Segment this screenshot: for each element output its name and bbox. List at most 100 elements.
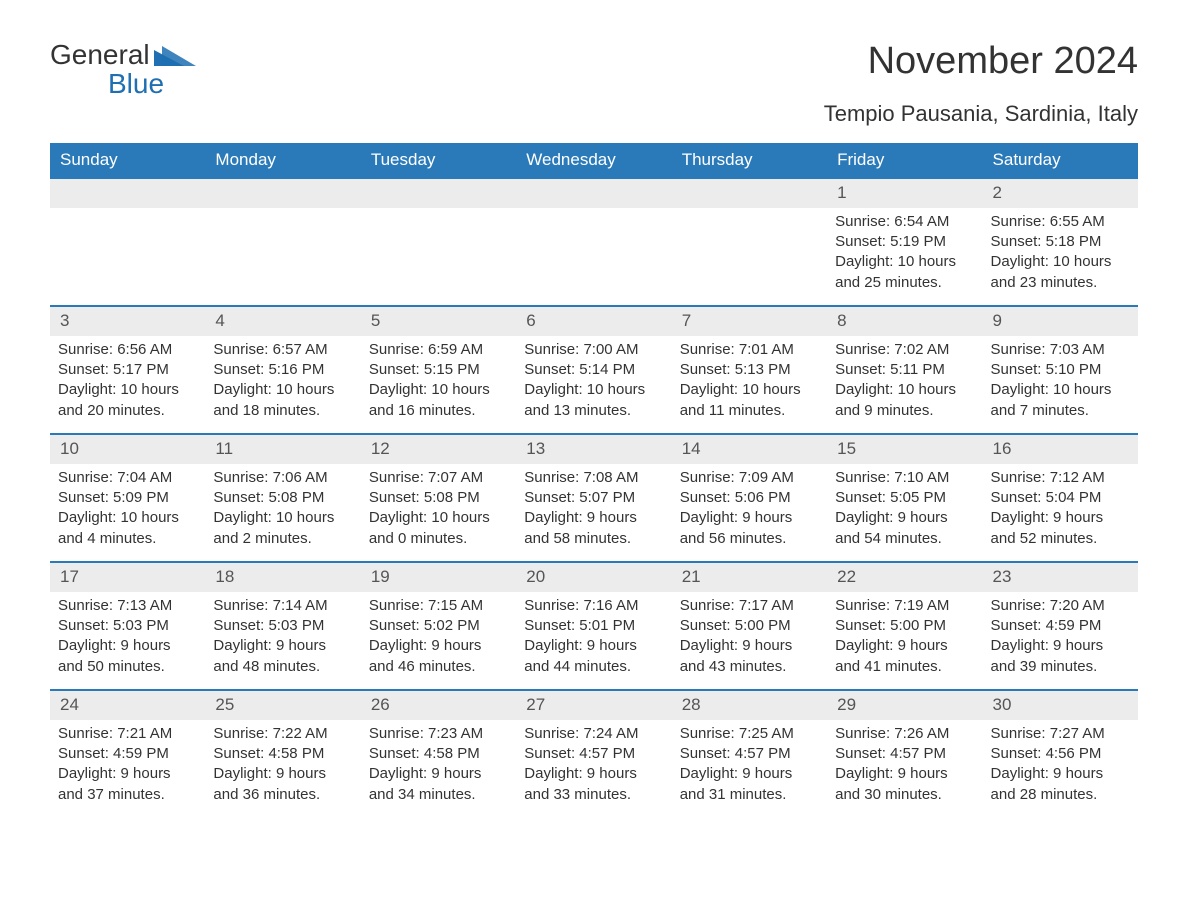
day-sunset: Sunset: 5:03 PM: [58, 616, 197, 636]
day-sunset: Sunset: 5:00 PM: [680, 616, 819, 636]
day-sunset: Sunset: 4:57 PM: [524, 744, 663, 764]
day-sunrise: Sunrise: 7:16 AM: [524, 596, 663, 616]
day-dl1: Daylight: 9 hours: [369, 764, 508, 784]
month-title: November 2024: [824, 40, 1138, 83]
day-dl1: Daylight: 10 hours: [835, 252, 974, 272]
day-number: 2: [983, 179, 1138, 208]
day-dl1: Daylight: 10 hours: [58, 380, 197, 400]
day-number: 7: [672, 307, 827, 336]
day-number: 17: [50, 563, 205, 592]
day-dl2: and 20 minutes.: [58, 401, 197, 421]
day-dl1: Daylight: 9 hours: [991, 636, 1130, 656]
day-number: 30: [983, 691, 1138, 720]
day-sunrise: Sunrise: 7:02 AM: [835, 340, 974, 360]
weeks-container: 1Sunrise: 6:54 AMSunset: 5:19 PMDaylight…: [50, 177, 1138, 817]
day-sunrise: Sunrise: 7:21 AM: [58, 724, 197, 744]
day-cell: 7Sunrise: 7:01 AMSunset: 5:13 PMDaylight…: [672, 307, 827, 433]
day-dl2: and 28 minutes.: [991, 785, 1130, 805]
day-dl1: Daylight: 10 hours: [369, 508, 508, 528]
day-sunrise: Sunrise: 6:57 AM: [213, 340, 352, 360]
day-cell: 15Sunrise: 7:10 AMSunset: 5:05 PMDayligh…: [827, 435, 982, 561]
day-cell: 23Sunrise: 7:20 AMSunset: 4:59 PMDayligh…: [983, 563, 1138, 689]
day-dl1: Daylight: 9 hours: [680, 636, 819, 656]
day-number: 12: [361, 435, 516, 464]
day-dl1: Daylight: 9 hours: [680, 764, 819, 784]
week-row: 17Sunrise: 7:13 AMSunset: 5:03 PMDayligh…: [50, 561, 1138, 689]
day-sunset: Sunset: 5:07 PM: [524, 488, 663, 508]
day-sunset: Sunset: 5:18 PM: [991, 232, 1130, 252]
day-cell: 11Sunrise: 7:06 AMSunset: 5:08 PMDayligh…: [205, 435, 360, 561]
day-dl1: Daylight: 9 hours: [991, 764, 1130, 784]
title-block: November 2024 Tempio Pausania, Sardinia,…: [824, 40, 1138, 137]
weekday-header: Sunday: [50, 143, 205, 177]
day-sunrise: Sunrise: 7:26 AM: [835, 724, 974, 744]
day-sunset: Sunset: 5:02 PM: [369, 616, 508, 636]
day-sunrise: Sunrise: 7:20 AM: [991, 596, 1130, 616]
day-dl1: Daylight: 10 hours: [369, 380, 508, 400]
day-cell: 3Sunrise: 6:56 AMSunset: 5:17 PMDaylight…: [50, 307, 205, 433]
day-number: 28: [672, 691, 827, 720]
day-cell: 21Sunrise: 7:17 AMSunset: 5:00 PMDayligh…: [672, 563, 827, 689]
day-number: 21: [672, 563, 827, 592]
day-dl1: Daylight: 9 hours: [835, 636, 974, 656]
day-dl2: and 58 minutes.: [524, 529, 663, 549]
day-sunset: Sunset: 4:59 PM: [58, 744, 197, 764]
day-cell: 12Sunrise: 7:07 AMSunset: 5:08 PMDayligh…: [361, 435, 516, 561]
day-sunrise: Sunrise: 7:04 AM: [58, 468, 197, 488]
day-cell: 27Sunrise: 7:24 AMSunset: 4:57 PMDayligh…: [516, 691, 671, 817]
day-dl1: Daylight: 9 hours: [835, 764, 974, 784]
day-number: 1: [827, 179, 982, 208]
day-dl2: and 46 minutes.: [369, 657, 508, 677]
day-sunrise: Sunrise: 7:06 AM: [213, 468, 352, 488]
day-number: 27: [516, 691, 671, 720]
day-sunset: Sunset: 4:57 PM: [680, 744, 819, 764]
day-cell: 2Sunrise: 6:55 AMSunset: 5:18 PMDaylight…: [983, 179, 1138, 305]
day-sunset: Sunset: 5:03 PM: [213, 616, 352, 636]
brand-line1-wrap: General: [50, 40, 196, 69]
day-number: 10: [50, 435, 205, 464]
day-sunrise: Sunrise: 6:56 AM: [58, 340, 197, 360]
brand-line2: Blue: [108, 69, 196, 98]
day-sunset: Sunset: 5:08 PM: [213, 488, 352, 508]
day-dl1: Daylight: 10 hours: [58, 508, 197, 528]
day-dl2: and 31 minutes.: [680, 785, 819, 805]
day-sunrise: Sunrise: 7:25 AM: [680, 724, 819, 744]
day-sunset: Sunset: 5:01 PM: [524, 616, 663, 636]
day-number: 13: [516, 435, 671, 464]
day-cell: 17Sunrise: 7:13 AMSunset: 5:03 PMDayligh…: [50, 563, 205, 689]
day-number: 14: [672, 435, 827, 464]
day-sunrise: Sunrise: 7:15 AM: [369, 596, 508, 616]
day-dl1: Daylight: 10 hours: [835, 380, 974, 400]
day-dl2: and 16 minutes.: [369, 401, 508, 421]
day-number-empty: [361, 179, 516, 208]
day-cell: [205, 179, 360, 305]
day-cell: 26Sunrise: 7:23 AMSunset: 4:58 PMDayligh…: [361, 691, 516, 817]
day-sunrise: Sunrise: 7:10 AM: [835, 468, 974, 488]
day-cell: 5Sunrise: 6:59 AMSunset: 5:15 PMDaylight…: [361, 307, 516, 433]
day-number-empty: [205, 179, 360, 208]
day-cell: 4Sunrise: 6:57 AMSunset: 5:16 PMDaylight…: [205, 307, 360, 433]
day-number: 18: [205, 563, 360, 592]
day-cell: 22Sunrise: 7:19 AMSunset: 5:00 PMDayligh…: [827, 563, 982, 689]
day-sunset: Sunset: 5:17 PM: [58, 360, 197, 380]
day-dl2: and 52 minutes.: [991, 529, 1130, 549]
day-cell: 30Sunrise: 7:27 AMSunset: 4:56 PMDayligh…: [983, 691, 1138, 817]
day-sunset: Sunset: 5:05 PM: [835, 488, 974, 508]
day-cell: 29Sunrise: 7:26 AMSunset: 4:57 PMDayligh…: [827, 691, 982, 817]
weekday-header: Friday: [827, 143, 982, 177]
day-cell: [516, 179, 671, 305]
day-dl1: Daylight: 10 hours: [524, 380, 663, 400]
day-sunrise: Sunrise: 7:13 AM: [58, 596, 197, 616]
day-cell: 9Sunrise: 7:03 AMSunset: 5:10 PMDaylight…: [983, 307, 1138, 433]
day-dl2: and 11 minutes.: [680, 401, 819, 421]
day-dl2: and 56 minutes.: [680, 529, 819, 549]
day-dl1: Daylight: 10 hours: [213, 508, 352, 528]
day-dl2: and 43 minutes.: [680, 657, 819, 677]
day-number: 4: [205, 307, 360, 336]
day-dl2: and 36 minutes.: [213, 785, 352, 805]
day-sunset: Sunset: 4:56 PM: [991, 744, 1130, 764]
day-cell: 28 Sunrise: 7:25 AMSunset: 4:57 PMDayligh…: [672, 691, 827, 817]
day-cell: 20Sunrise: 7:16 AMSunset: 5:01 PMDayligh…: [516, 563, 671, 689]
day-sunset: Sunset: 5:15 PM: [369, 360, 508, 380]
day-dl1: Daylight: 10 hours: [991, 380, 1130, 400]
